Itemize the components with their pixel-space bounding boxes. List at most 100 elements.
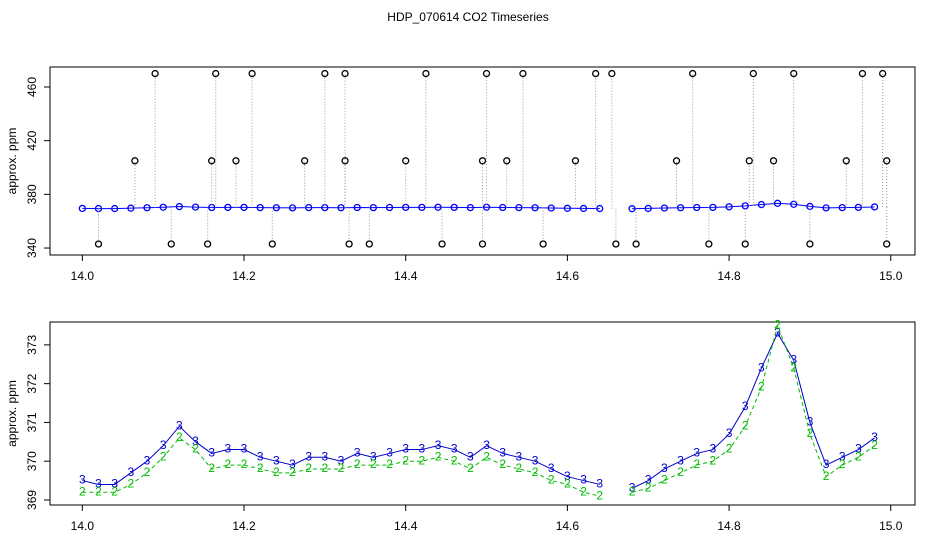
data-point bbox=[478, 157, 487, 165]
data-point: 2 bbox=[419, 453, 426, 467]
data-point: 2 bbox=[516, 461, 523, 475]
data-point: 2 bbox=[499, 457, 506, 471]
data-point: 3 bbox=[693, 446, 700, 460]
data-point bbox=[503, 157, 511, 165]
data-point: 2 bbox=[677, 465, 684, 479]
data-point bbox=[822, 204, 830, 212]
data-point bbox=[482, 69, 491, 78]
data-point bbox=[143, 204, 151, 212]
data-point bbox=[608, 69, 616, 78]
data-point: 2 bbox=[483, 449, 490, 463]
data-point: 3 bbox=[871, 430, 878, 444]
data-point: 3 bbox=[257, 449, 264, 463]
data-point bbox=[842, 157, 850, 165]
data-point: 2 bbox=[144, 465, 151, 479]
y-axis-label: approx. ppm bbox=[5, 128, 19, 195]
data-point: 2 bbox=[742, 418, 749, 432]
data-point: 3 bbox=[176, 418, 183, 432]
data-point: 3 bbox=[192, 434, 199, 448]
data-point: 3 bbox=[111, 477, 118, 491]
data-point bbox=[854, 203, 863, 212]
data-point bbox=[547, 204, 555, 212]
data-point bbox=[644, 204, 652, 213]
data-point bbox=[478, 240, 487, 248]
data-point: 2 bbox=[176, 430, 183, 444]
data-point bbox=[689, 69, 697, 78]
data-point: 2 bbox=[710, 453, 717, 467]
data-point: 2 bbox=[871, 438, 878, 452]
data-point: 3 bbox=[127, 465, 134, 479]
data-point bbox=[672, 157, 681, 165]
data-point bbox=[224, 203, 232, 212]
series-line bbox=[82, 202, 875, 210]
data-point bbox=[773, 199, 782, 207]
chart-title: HDP_070614 CO2 Timeseries bbox=[387, 10, 548, 24]
data-point bbox=[418, 203, 426, 212]
data-point: 2 bbox=[467, 461, 474, 475]
data-point: 3 bbox=[273, 453, 280, 467]
data-point bbox=[341, 157, 349, 165]
data-point: 2 bbox=[726, 442, 733, 456]
data-point bbox=[94, 240, 103, 248]
data-point bbox=[660, 204, 669, 212]
data-point bbox=[592, 69, 600, 78]
data-point: 2 bbox=[451, 453, 458, 467]
data-point: 3 bbox=[354, 446, 361, 460]
data-point: 2 bbox=[208, 461, 215, 475]
data-point: 2 bbox=[839, 457, 846, 471]
data-point: 2 bbox=[774, 318, 781, 332]
data-point: 2 bbox=[564, 477, 571, 491]
data-point: 2 bbox=[370, 457, 377, 471]
data-point bbox=[422, 69, 430, 78]
x-tick-label: 14.8 bbox=[717, 519, 741, 533]
data-point bbox=[705, 240, 713, 248]
data-point bbox=[365, 240, 373, 248]
data-point: 2 bbox=[758, 380, 765, 394]
data-point bbox=[300, 157, 309, 165]
data-point: 3 bbox=[807, 415, 814, 429]
data-point: 3 bbox=[564, 469, 571, 483]
data-point: 3 bbox=[305, 449, 312, 463]
data-point: 2 bbox=[338, 461, 345, 475]
data-point: 2 bbox=[807, 426, 814, 440]
data-point: 2 bbox=[532, 465, 539, 479]
data-point: 3 bbox=[467, 449, 474, 463]
data-point: 2 bbox=[580, 484, 587, 498]
data-point bbox=[499, 203, 507, 212]
data-point bbox=[167, 240, 175, 248]
data-point bbox=[725, 203, 733, 211]
data-point bbox=[741, 240, 749, 248]
data-point: 2 bbox=[402, 453, 409, 467]
data-point bbox=[256, 203, 264, 212]
data-point bbox=[159, 203, 167, 211]
data-point: 2 bbox=[257, 461, 264, 475]
data-point bbox=[769, 157, 778, 165]
x-tick-label: 14.6 bbox=[556, 269, 580, 283]
data-point bbox=[434, 203, 442, 211]
data-point bbox=[272, 204, 281, 212]
x-tick-label: 14.4 bbox=[394, 519, 418, 533]
data-point: 3 bbox=[580, 473, 587, 487]
data-point bbox=[212, 69, 220, 78]
data-point bbox=[806, 240, 814, 248]
data-point bbox=[341, 69, 349, 78]
y-axis-label: approx. ppm bbox=[5, 380, 19, 447]
data-point bbox=[596, 204, 604, 213]
data-point: 2 bbox=[305, 461, 312, 475]
data-point bbox=[531, 204, 539, 212]
data-point: 3 bbox=[225, 442, 232, 456]
data-point bbox=[757, 200, 766, 209]
data-point bbox=[579, 204, 588, 213]
data-point: 3 bbox=[596, 477, 603, 491]
data-point bbox=[191, 203, 200, 211]
data-point bbox=[745, 157, 753, 165]
series-line bbox=[82, 332, 875, 489]
data-point bbox=[438, 240, 446, 248]
data-point bbox=[571, 157, 580, 165]
data-point: 2 bbox=[79, 484, 86, 498]
data-point: 2 bbox=[111, 484, 118, 498]
y-tick-label: 369 bbox=[25, 490, 39, 510]
data-point: 2 bbox=[225, 457, 232, 471]
data-point: 2 bbox=[273, 465, 280, 479]
data-point: 3 bbox=[451, 442, 458, 456]
